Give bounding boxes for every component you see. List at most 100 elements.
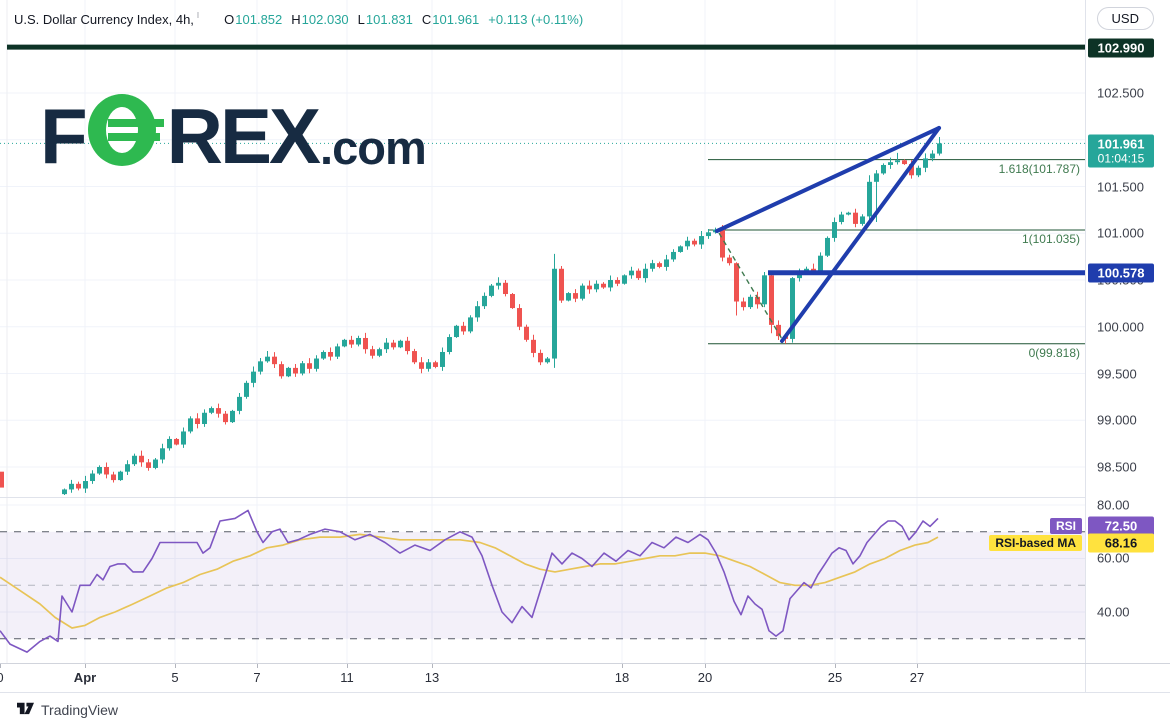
price-badge-yellow: 68.16 xyxy=(1088,533,1154,553)
price-badge-dark: 102.990 xyxy=(1088,38,1154,58)
candle-body xyxy=(510,294,515,309)
candle-body xyxy=(307,363,312,369)
candle-body xyxy=(195,418,200,424)
price-axis[interactable]: 102.500101.500101.000100.500100.00099.50… xyxy=(1085,0,1170,691)
candle-body xyxy=(825,237,830,256)
candle-body xyxy=(622,275,627,284)
low-value: 101.831 xyxy=(365,11,413,27)
price-axis-label: 40.00 xyxy=(1097,604,1130,620)
symbol-title[interactable]: U.S. Dollar Currency Index, 4h, xyxy=(14,11,194,27)
pane-divider[interactable] xyxy=(0,497,1170,498)
candle-body xyxy=(265,356,270,362)
candle-body xyxy=(601,283,606,288)
candle-body xyxy=(468,317,473,332)
currency-unit-button[interactable]: USD xyxy=(1096,7,1154,30)
candle-body xyxy=(272,356,277,365)
candle-body xyxy=(342,339,347,347)
candle-body xyxy=(237,396,242,411)
candle-body xyxy=(398,340,403,348)
candle-body xyxy=(930,153,935,159)
candle-body xyxy=(755,296,760,305)
candle-body xyxy=(741,301,746,308)
candle-body xyxy=(139,455,144,463)
candle-body xyxy=(636,270,641,279)
candle-body xyxy=(699,236,704,245)
candle-body xyxy=(370,349,375,356)
axis-corner-divider xyxy=(1085,664,1086,692)
candle-body xyxy=(811,268,816,271)
candle-body xyxy=(594,283,599,290)
time-axis-label: 18 xyxy=(614,670,630,685)
candle-body xyxy=(566,293,571,301)
change-value: +0.113 (+0.11%) xyxy=(488,11,584,27)
price-axis-label: 80.00 xyxy=(1097,497,1130,513)
time-axis[interactable]: 0 Apr 5 7 11 13 18 20 25 27 xyxy=(0,663,1170,693)
time-axis-label: Apr xyxy=(73,670,97,685)
candle-body xyxy=(76,483,81,489)
candle-body xyxy=(433,362,438,367)
candle-body xyxy=(489,285,494,296)
tradingview-logo-icon[interactable] xyxy=(16,699,35,721)
candle-body xyxy=(552,268,557,359)
candle-body xyxy=(377,349,382,356)
time-axis-label: 13 xyxy=(424,670,440,685)
forex-com-watermark: F REX .com xyxy=(40,92,427,180)
fib-level-label[interactable]: 1(101.035) xyxy=(1021,232,1080,246)
candle-body xyxy=(244,382,249,397)
rsi-indicator-badge[interactable]: RSI xyxy=(1049,518,1082,534)
candle-body xyxy=(888,162,893,165)
rsi-ma-indicator-badge[interactable]: RSI-based MA xyxy=(989,535,1082,551)
candle-body xyxy=(146,462,151,468)
fib-trend-dashed xyxy=(718,232,783,340)
candle-body xyxy=(881,164,886,174)
candle-body xyxy=(97,467,102,474)
time-axis-label: 5 xyxy=(171,670,179,685)
candle-body xyxy=(258,361,263,372)
candle-body xyxy=(671,251,676,260)
candle-body xyxy=(559,268,564,301)
candle-body xyxy=(321,351,326,359)
price-badge-blue: 100.578 xyxy=(1088,263,1154,283)
candle-body xyxy=(545,358,550,363)
candle-body xyxy=(174,438,179,445)
candle-body xyxy=(482,295,487,307)
candle-body xyxy=(748,296,753,308)
candle-body xyxy=(706,232,711,237)
candle-body xyxy=(818,255,823,271)
time-axis-label: 25 xyxy=(827,670,843,685)
candle-body xyxy=(538,352,543,363)
candle-body xyxy=(111,474,116,481)
chart-header: U.S. Dollar Currency Index, 4h, I O 101.8… xyxy=(14,0,583,38)
candle-body xyxy=(202,412,207,424)
candle-body xyxy=(902,160,907,165)
price-chart-canvas[interactable] xyxy=(0,0,1085,663)
candlesticks[interactable] xyxy=(0,136,942,495)
candle-body xyxy=(223,413,228,423)
fib-level-label[interactable]: 0(99.818) xyxy=(1028,346,1080,360)
tradingview-brand-text[interactable]: TradingView xyxy=(41,702,119,718)
candle-body xyxy=(839,214,844,223)
candle-body xyxy=(643,268,648,279)
watermark-dot-com: .com xyxy=(320,120,427,174)
high-label: H xyxy=(291,11,301,27)
candle-body xyxy=(797,272,802,279)
price-axis-label: 100.000 xyxy=(1097,319,1144,335)
close-value: 101.961 xyxy=(432,11,480,27)
candle-body xyxy=(160,448,165,460)
watermark-letters-rex: REX xyxy=(166,92,321,180)
low-label: L xyxy=(357,11,365,27)
candle-body xyxy=(412,351,417,363)
time-axis-label: 27 xyxy=(909,670,925,685)
time-tick-mark xyxy=(917,664,918,668)
time-tick-mark xyxy=(835,664,836,668)
candle-body xyxy=(615,280,620,284)
candle-body xyxy=(503,282,508,295)
fib-level-label[interactable]: 1.618(101.787) xyxy=(998,162,1080,176)
candle-body xyxy=(83,481,88,489)
candle-body xyxy=(405,340,410,352)
candle-body xyxy=(580,285,585,299)
time-tick-mark xyxy=(175,664,176,668)
wedge-lower-trendline xyxy=(780,126,941,343)
footer: TradingView xyxy=(16,699,118,721)
candle-body xyxy=(104,467,109,475)
